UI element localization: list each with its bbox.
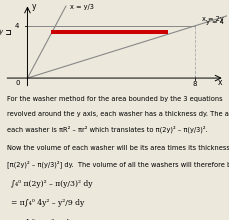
Text: For the washer method for the area bounded by the 3 equations: For the washer method for the area bound… <box>7 96 222 102</box>
Text: = π∫₄⁰ 4y² – y²/9 dy: = π∫₄⁰ 4y² – y²/9 dy <box>11 199 85 207</box>
Text: Now the volume of each washer will be its area times its thickness: Now the volume of each washer will be it… <box>7 145 229 151</box>
Text: each washer is πR² – πr² which translates to π(2y)² – π(y/3)².: each washer is πR² – πr² which translate… <box>7 126 207 133</box>
Text: revolved around the y axis, each washer has a thickness dy. The area of: revolved around the y axis, each washer … <box>7 111 229 117</box>
Text: y: y <box>32 2 36 11</box>
Bar <box>51 30 168 34</box>
Text: x: x <box>218 78 223 87</box>
Text: y = 4: y = 4 <box>206 19 224 26</box>
Text: 0: 0 <box>16 80 20 86</box>
Text: x = y/3: x = y/3 <box>70 4 94 10</box>
Text: [π(2y)² – π(y/3)²] dy.  The volume of all the washers will therefore be:: [π(2y)² – π(y/3)²] dy. The volume of all… <box>7 160 229 168</box>
Text: ∫₄⁰ π(2y)² – π(y/3)² dy: ∫₄⁰ π(2y)² – π(y/3)² dy <box>11 180 93 188</box>
Text: = π∫₄⁰ 35y²/9 dy: = π∫₄⁰ 35y²/9 dy <box>11 219 74 220</box>
Text: 8: 8 <box>193 81 197 87</box>
Text: x = 2y: x = 2y <box>202 16 223 22</box>
Text: 4: 4 <box>15 23 19 29</box>
Text: dy: dy <box>0 29 4 35</box>
